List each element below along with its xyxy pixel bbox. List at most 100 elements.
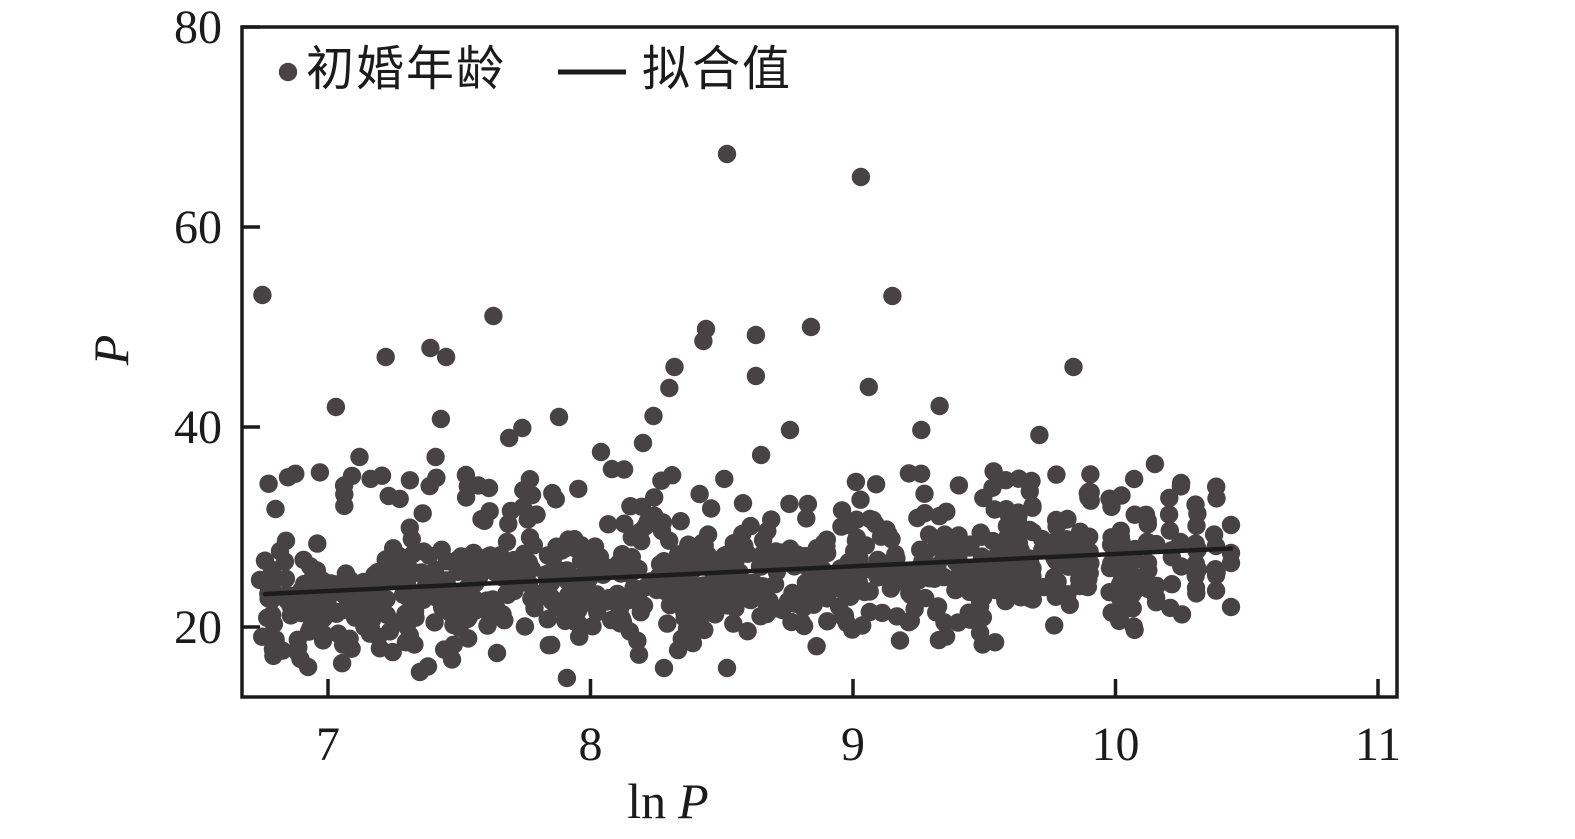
scatter-point — [478, 616, 497, 635]
scatter-point — [372, 466, 392, 485]
plot-border — [240, 25, 1399, 699]
scatter-point — [1023, 498, 1042, 517]
scatter-point — [741, 516, 760, 536]
legend-label-line: 拟合值 — [642, 43, 792, 96]
scatter-series — [250, 144, 1241, 688]
scatter-point — [590, 547, 610, 567]
scatter-point — [1021, 558, 1041, 577]
scatter-point — [539, 636, 558, 655]
scatter-point — [995, 552, 1014, 572]
scatter-point — [983, 478, 1002, 497]
scatter-point — [818, 543, 837, 563]
scatter-point — [1145, 454, 1165, 474]
scatter-point — [936, 627, 956, 646]
scatter-point — [427, 468, 446, 487]
scatter-point — [308, 534, 327, 553]
scatter-point — [677, 583, 697, 603]
scatter-point — [1161, 598, 1180, 618]
scatter-point — [780, 420, 800, 440]
scatter-point — [930, 396, 949, 416]
scatter-point — [759, 544, 779, 564]
scatter-point — [370, 639, 390, 658]
scatter-point — [310, 463, 330, 482]
scatter-point — [863, 510, 882, 530]
x-axis-title: ln P — [627, 773, 708, 829]
scatter-point — [866, 475, 886, 494]
legend: 初婚年龄 拟合值 — [278, 43, 792, 96]
scatter-point — [1112, 486, 1131, 505]
x-tick-label: 8 — [579, 718, 603, 771]
scatter-point — [361, 618, 380, 637]
scatter-point — [569, 479, 588, 499]
scatter-point — [376, 347, 395, 367]
scatter-point — [342, 466, 362, 486]
scatter-point — [899, 613, 918, 632]
scatter-point — [860, 602, 879, 622]
scatter-point — [1125, 620, 1144, 640]
scatter-point — [613, 545, 632, 564]
y-tick-label: 40 — [174, 401, 222, 454]
scatter-point — [547, 598, 566, 617]
scatter-point — [701, 499, 721, 518]
scatter-point — [431, 409, 451, 429]
scatter-point — [334, 635, 353, 654]
scatter-point — [547, 537, 566, 556]
scatter-point — [266, 499, 285, 519]
scatter-point — [662, 466, 682, 485]
scatter-point — [258, 576, 278, 595]
scatter-point — [644, 406, 663, 426]
scatter-point — [565, 530, 584, 549]
scatter-point — [890, 631, 910, 650]
scatter-point — [487, 643, 507, 663]
scatter-point — [335, 496, 354, 516]
scatter-point — [456, 488, 476, 507]
scatter-point — [716, 581, 735, 600]
scatter-point — [420, 546, 439, 565]
scatter-point — [1047, 465, 1066, 484]
scatter-point — [726, 599, 745, 618]
scatter-point — [1079, 482, 1099, 501]
scatter-point — [999, 579, 1018, 598]
scatter-point — [275, 552, 295, 571]
scatter-point — [332, 654, 352, 673]
scatter-point — [1221, 597, 1241, 617]
scatter-point — [801, 317, 821, 337]
scatter-point — [1124, 551, 1143, 571]
scatter-point — [1188, 504, 1207, 523]
scatter-point — [264, 646, 283, 666]
scatter-point — [1112, 565, 1132, 584]
scatter-point — [668, 640, 688, 660]
scatter-point — [479, 478, 499, 498]
scatter-point — [853, 616, 872, 635]
scatter-point — [797, 509, 816, 528]
scatter-point — [255, 551, 275, 570]
scatter-point — [495, 611, 514, 630]
y-axis: 20 40 60 80 — [174, 1, 260, 654]
scatter-point — [671, 512, 690, 531]
scatter-point — [878, 569, 898, 588]
scatter-point — [549, 407, 569, 427]
scatter-point — [724, 614, 743, 633]
scatter-point — [403, 545, 422, 564]
scatter-point — [999, 504, 1018, 523]
scatter-point — [326, 397, 346, 417]
scatter-point — [798, 494, 818, 514]
scatter-point — [1162, 575, 1182, 594]
scatter-point — [484, 306, 503, 326]
scatter-point — [1060, 534, 1080, 553]
scatter-point — [390, 567, 409, 586]
scatter-point — [481, 546, 500, 565]
scatter-point — [613, 612, 633, 632]
scatter-point — [935, 567, 954, 587]
y-tick-label: 80 — [174, 1, 222, 54]
scatter-point — [515, 617, 535, 636]
scatter-point — [694, 331, 713, 351]
scatter-point — [760, 591, 779, 611]
scatter-point — [851, 167, 871, 187]
scatter-point — [460, 548, 479, 567]
scatter-point — [817, 530, 836, 549]
x-axis: 7 8 9 10 11 — [316, 679, 1401, 771]
scatter-point — [519, 553, 538, 572]
scatter-point — [817, 589, 837, 608]
